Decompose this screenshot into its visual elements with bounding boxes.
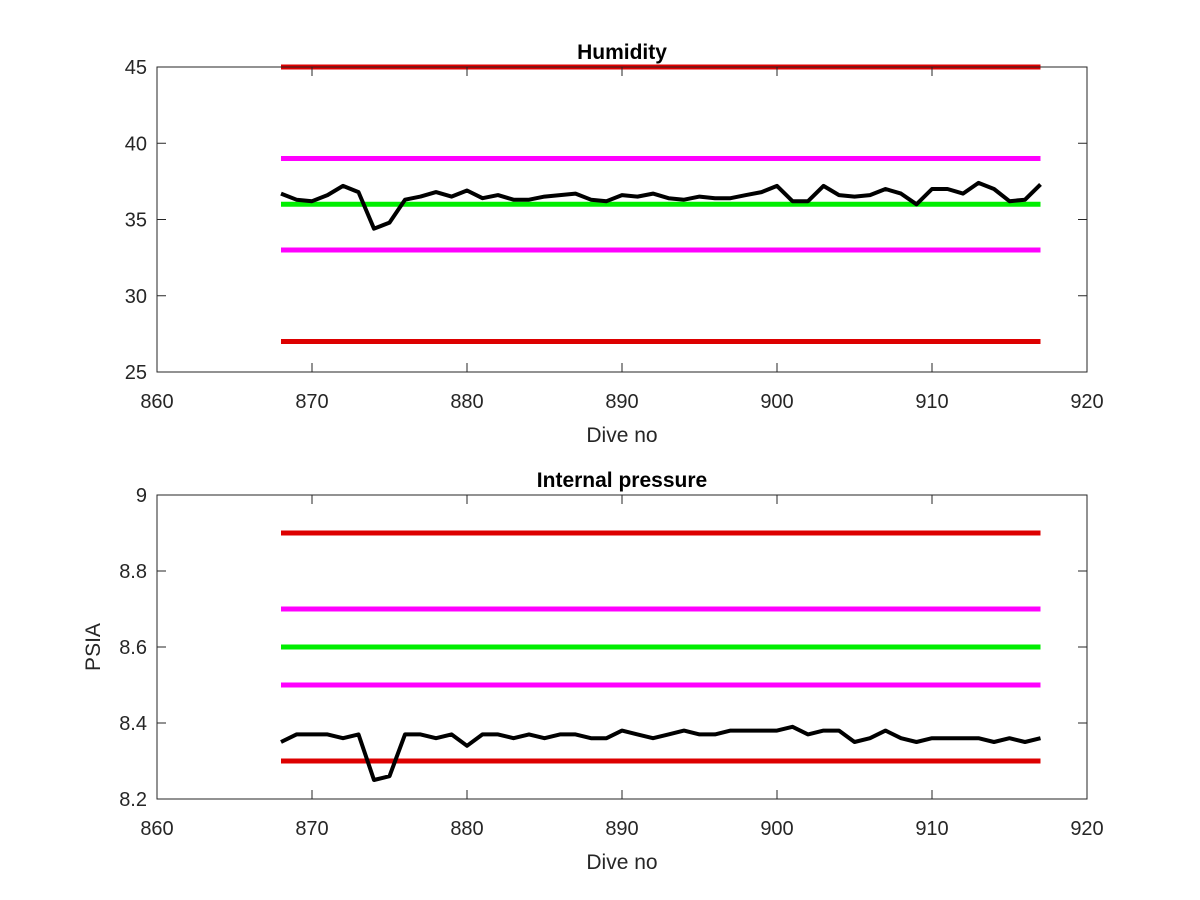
- x-tick-label: 910: [915, 818, 948, 840]
- chart-title: Internal pressure: [537, 469, 707, 492]
- x-tick-label: 870: [295, 391, 328, 413]
- x-tick-label: 890: [605, 391, 638, 413]
- x-tick-label: 920: [1070, 818, 1103, 840]
- x-tick-label: 860: [140, 391, 173, 413]
- y-axis-label: PSIA: [82, 623, 105, 671]
- x-axis-label: Dive no: [586, 424, 657, 447]
- y-tick-label: 8.4: [119, 713, 147, 735]
- y-tick-label: 8.2: [119, 789, 147, 811]
- y-tick-label: 35: [125, 210, 147, 232]
- x-tick-label: 900: [760, 391, 793, 413]
- chart-title: Humidity: [577, 41, 667, 64]
- y-tick-label: 8.8: [119, 561, 147, 583]
- x-tick-label: 860: [140, 818, 173, 840]
- y-tick-label: 40: [125, 133, 147, 155]
- x-tick-label: 890: [605, 818, 638, 840]
- axes-box: [156, 66, 1088, 373]
- x-tick-label: 910: [915, 391, 948, 413]
- y-tick-label: 8.6: [119, 637, 147, 659]
- y-tick-label: 45: [125, 57, 147, 79]
- humidity-panel: 860 870 880 890 900 910 920 25 30 35 40 45 Humidity D…: [125, 41, 1104, 447]
- x-tick-label: 920: [1070, 391, 1103, 413]
- x-tick-label: 870: [295, 818, 328, 840]
- x-axis-label: Dive no: [586, 851, 657, 874]
- x-tick-label: 880: [450, 818, 483, 840]
- internal-pressure-panel: 860 870 880 890 900 910 920 8.2 8.4 8.6 8.8 9 Intern…: [82, 469, 1104, 874]
- data-series-line: [280, 180, 1042, 231]
- x-tick-label: 880: [450, 391, 483, 413]
- y-tick-label: 25: [125, 362, 147, 384]
- x-tick-label: 900: [760, 818, 793, 840]
- data-series-line: [280, 724, 1041, 782]
- y-tick-label: 30: [125, 286, 147, 308]
- y-tick-label: 9: [136, 485, 147, 507]
